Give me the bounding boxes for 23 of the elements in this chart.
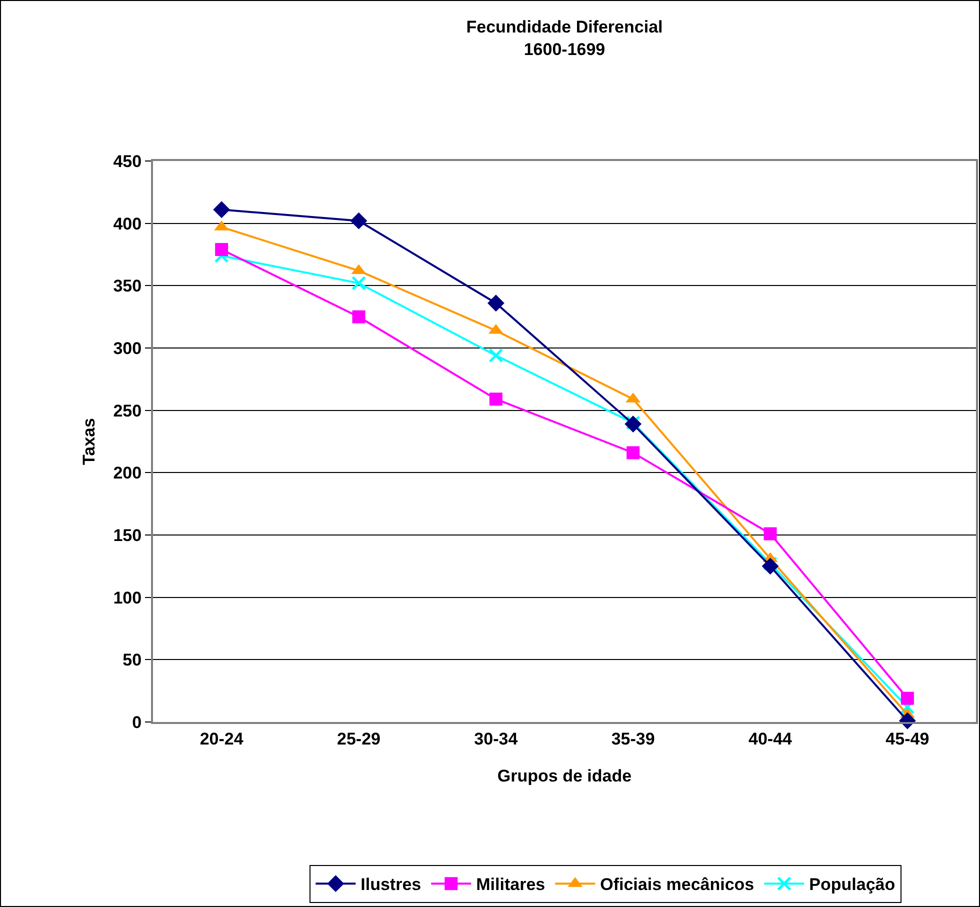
x-axis-title: Grupos de idade [497, 766, 632, 786]
y-tick-label: 200 [113, 464, 142, 483]
x-tick-label: 40-44 [748, 729, 793, 748]
y-tick-label: 100 [113, 588, 142, 608]
x-tick-label: 35-39 [611, 729, 655, 748]
y-tick-label: 400 [113, 214, 142, 234]
chart-title: Fecundidade Diferencial 1600-1699 [466, 18, 663, 59]
x-tick-label: 45-49 [886, 729, 930, 748]
x-tick-label: 20-24 [200, 729, 244, 748]
legend-label: Ilustres [360, 875, 422, 894]
x-tick-label: 30-34 [474, 729, 518, 748]
y-tick-label: 250 [113, 401, 142, 420]
y-tick-label: 450 [113, 152, 142, 171]
y-tick-label: 0 [132, 712, 142, 732]
legend-label: População [809, 875, 896, 894]
y-tick-label: 50 [122, 650, 142, 670]
y-tick-label: 300 [113, 338, 142, 358]
legend-label: Militares [476, 875, 546, 894]
y-axis-title: Taxas [79, 418, 98, 465]
legend-label: Oficiais mecânicos [600, 875, 754, 894]
x-tick-label: 25-29 [337, 729, 380, 748]
y-tick-label: 150 [113, 526, 142, 545]
y-tick-label: 350 [113, 276, 142, 296]
